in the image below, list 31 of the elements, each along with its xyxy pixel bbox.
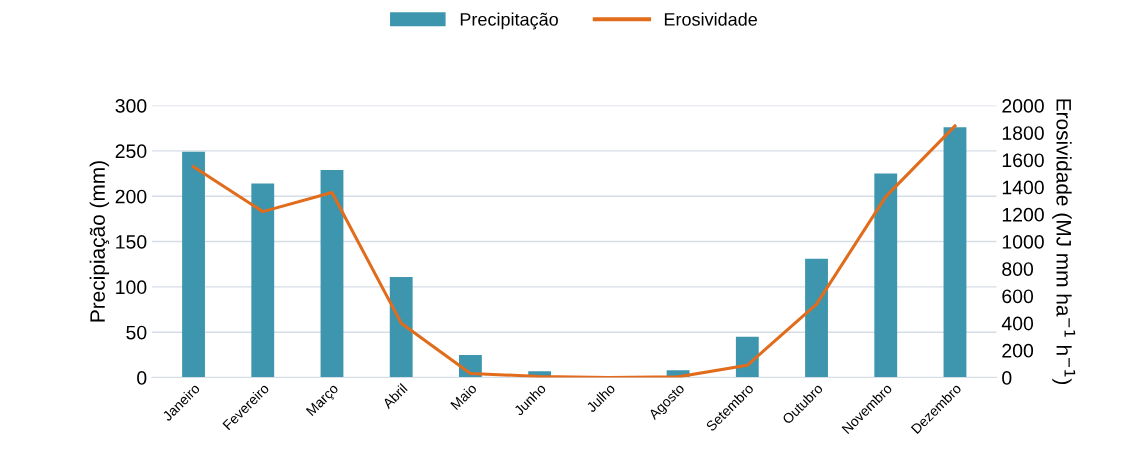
y-tick-label: 250	[115, 144, 147, 159]
bar	[943, 127, 967, 378]
y-tick-label: 300	[115, 98, 147, 113]
bar	[874, 173, 898, 378]
bar	[182, 151, 205, 378]
y2-tick-label: 600	[1002, 289, 1034, 304]
y2-tick-label: 1000	[1002, 235, 1044, 249]
y-tick-label: 0	[137, 371, 147, 385]
legend-label: Erosividade	[664, 12, 757, 26]
y-axis-title: Precipiação (mm)	[89, 161, 110, 322]
y2-tick-label: 1400	[1002, 180, 1044, 195]
y2-tick-label: 200	[1002, 343, 1034, 358]
bar	[251, 183, 275, 378]
legend-label: Precipitação	[460, 12, 558, 30]
y2-tick-label: 2000	[1002, 98, 1044, 113]
y2-tick-label: 1600	[1002, 153, 1044, 168]
bar	[805, 258, 828, 378]
y2-tick-label: 1200	[1002, 207, 1044, 222]
y2-tick-label: 1800	[1002, 126, 1044, 140]
line-series	[192, 124, 957, 378]
y-tick-label: 200	[115, 189, 147, 204]
bar	[320, 169, 344, 378]
y-tick-label: 50	[126, 325, 147, 340]
y-tick-label: 100	[116, 280, 147, 295]
bar	[389, 276, 413, 378]
y2-axis-title: Erosividade (MJ mm ha$^{−1}$ h$^{−1}$)	[1052, 99, 1076, 385]
y-tick-label: 150	[116, 235, 147, 249]
y2-tick-label: 0	[1002, 371, 1012, 385]
bar	[735, 336, 759, 378]
y2-tick-label: 800	[1002, 262, 1034, 276]
y2-tick-label: 400	[1001, 316, 1034, 331]
